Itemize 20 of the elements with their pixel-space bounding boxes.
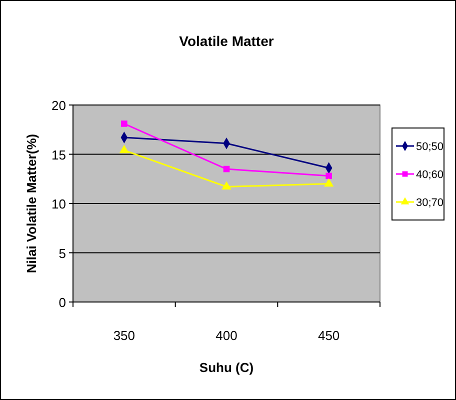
- y-tick-label: 0: [58, 295, 66, 310]
- point: [326, 172, 332, 180]
- chart-title: Volatile Matter: [179, 33, 274, 49]
- legend-label: 40;60: [416, 169, 444, 181]
- point: [119, 144, 129, 154]
- y-tick-label: 10: [52, 196, 66, 212]
- point: [324, 178, 334, 187]
- x-tick-label: 350: [113, 328, 136, 343]
- x-axis-title: Suhu (C): [199, 360, 254, 375]
- point: [222, 181, 232, 190]
- x-tick-label: 400: [216, 328, 238, 343]
- point: [223, 166, 230, 172]
- y-tick-label: 15: [52, 147, 66, 162]
- legend-label: 30;70: [416, 197, 444, 209]
- y-tick-label: 5: [58, 246, 66, 261]
- y-axis-title: Nilai Volatile Matter(%): [24, 134, 39, 274]
- y-tick-label: 20: [52, 98, 66, 113]
- legend-label: 50;50: [416, 141, 444, 153]
- point: [121, 120, 128, 127]
- x-tick-label: 450: [318, 328, 340, 343]
